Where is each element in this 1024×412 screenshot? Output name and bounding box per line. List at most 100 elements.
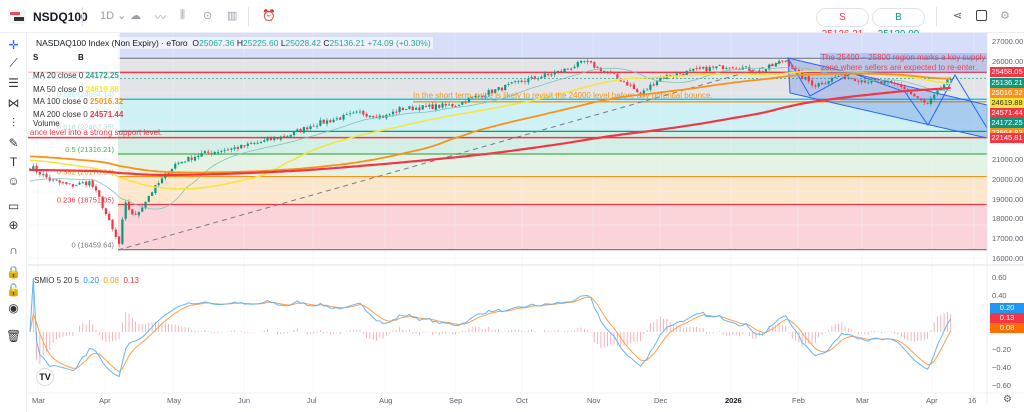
candle-body [35,165,38,172]
candle-body [517,81,520,83]
supply-zone-note[interactable]: The 25400 – 25800 region marks a key sup… [820,53,987,73]
price-tick: 26000.00 [992,56,1024,66]
fib-zone [118,176,987,205]
ruler-icon[interactable]: ▭ [7,199,20,213]
candle-body [114,229,117,237]
candle-body [900,84,903,88]
candle-body [358,111,362,113]
pattern-icon[interactable]: ⋈ [7,96,20,110]
alert-icon[interactable]: ⏰ [262,10,276,22]
emoji-icon[interactable]: ☺ [7,174,20,188]
price-tick: 18000.00 [992,214,1024,224]
candle-body [372,115,375,118]
candle-body [923,100,926,103]
replay-icon[interactable]: ⊙ [203,10,213,22]
candle-body [58,180,61,183]
candle-body [632,84,635,90]
candle-body [38,172,41,175]
candle-body [715,66,718,69]
unlock-icon[interactable]: 🔓 [6,283,21,297]
candle-body [827,81,830,84]
candle-body [134,213,137,215]
smio-value-label: 0.20 [990,303,1024,313]
axis-settings-icon[interactable]: ⚙ [1003,394,1012,405]
candle-body [573,66,576,69]
candle-body [444,104,447,106]
candle-body [695,68,698,69]
candle-body [570,68,573,70]
candle-body [682,74,685,76]
settings-icon[interactable]: ⚙ [1000,10,1010,22]
candle-body [339,117,342,120]
candle-body [355,111,358,113]
candle-body [316,125,319,127]
candle-body [266,138,269,141]
candle-body [309,126,312,129]
fullscreen-icon[interactable] [976,10,987,21]
symbol-title[interactable]: NSDQ100 [33,10,88,24]
candle-body [873,79,876,81]
bar-chart-icon[interactable]: ▥ [227,10,238,22]
candle-body [240,144,243,149]
fib-label: 0.5 (21316.21) [65,145,114,154]
support-note[interactable]: ance level into a strong support level. [30,128,163,137]
candle-body [220,151,223,152]
fib-zone [118,131,987,154]
brush-icon[interactable]: ✎ [8,136,19,150]
candle-body [170,168,173,174]
ma-legend-row[interactable]: MA 100 close 0 25016.32 [33,97,123,106]
candle-body [467,98,470,103]
ma-legend-row[interactable]: MA 50 close 0 24619.88 [33,85,119,94]
line-chart-icon[interactable]: 〰 [155,12,166,24]
crosshair-icon[interactable]: ✛ [8,38,19,52]
candle-body [847,77,850,79]
candle-body [273,137,276,140]
candle-body [184,161,187,163]
eye-icon[interactable]: ◉ [8,301,19,315]
candle-body [127,201,131,210]
candle-body [764,68,767,72]
candle-body [197,155,200,158]
trendline-icon[interactable]: ⟋ [9,56,18,70]
ma-legend-row[interactable]: MA 20 close 0 24172.25 [33,71,119,80]
indicators-icon[interactable]: ⫼ [180,9,186,21]
trash-icon[interactable]: 🗑 [6,329,22,343]
candle-body [731,67,734,69]
price-tick: 20000.00 [992,174,1024,184]
candle-body [144,201,147,209]
short-term-note[interactable]: In the short term, price is likely to re… [413,91,713,100]
candle-body [649,84,652,90]
candle-body [71,184,74,187]
instrument-title: NASDAQ100 Index (Non Expiry) · eToro [36,38,188,48]
magnet-icon[interactable]: ∩ [9,243,18,257]
price-tick: 27000.00 [992,37,1024,46]
text-icon[interactable]: T [9,155,18,169]
candle-body [659,77,662,82]
candle-body [256,142,259,144]
interval-select[interactable]: 1D ⌄ [100,10,127,22]
time-tick: Mar [856,396,869,405]
candle-body [679,72,682,74]
candle-body [98,190,101,197]
measure-lines-icon[interactable]: ⫶ [11,116,15,130]
candle-body [553,72,556,75]
candle-body [589,60,593,63]
ma-legend-row[interactable]: MA 200 close 0 24571.44 [33,110,123,119]
candle-body [223,150,226,152]
zoom-in-icon[interactable]: ⊕ [8,218,19,232]
candle-body [787,61,791,67]
cloud-icon[interactable]: ☁ [130,10,141,22]
candle-body [646,89,649,91]
candle-body [332,119,335,123]
lock-drawing-icon[interactable]: 🔒 [6,265,21,279]
share-icon[interactable]: ⋖ [953,10,963,22]
candle-body [187,156,190,162]
candle-body [781,60,784,62]
candle-body [157,183,160,186]
candle-body [533,76,536,79]
fib-icon[interactable]: ☰ [8,76,19,90]
smio-tick: −0.60 [992,381,1011,390]
candle-body [398,107,401,113]
candle-body [728,67,731,69]
